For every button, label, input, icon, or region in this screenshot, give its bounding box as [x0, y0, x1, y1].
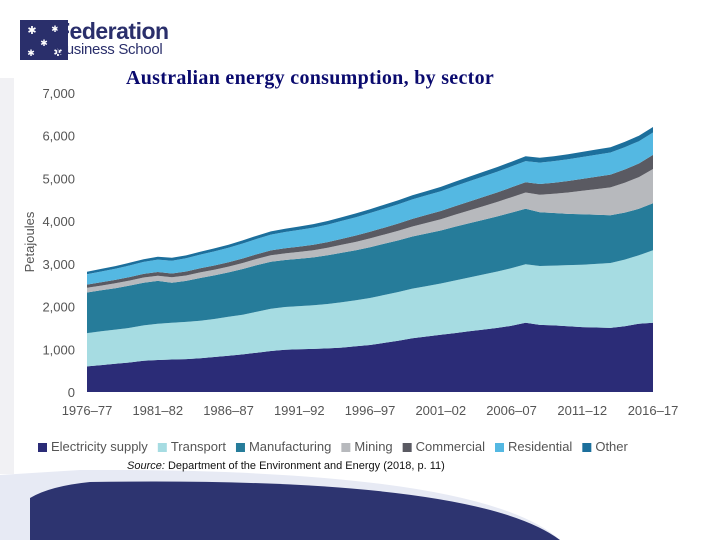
x-tick-label: 2001–02 — [415, 403, 466, 418]
x-tick-label: 2011–12 — [557, 403, 607, 418]
legend-label: Electricity supply — [51, 439, 148, 454]
x-tick-label: 1981–82 — [132, 403, 183, 418]
x-tick-label: 2016–17 — [628, 403, 679, 418]
y-axis-label: Petajoules — [22, 211, 37, 272]
legend-swatch — [582, 443, 592, 452]
y-tick-label: 6,000 — [42, 129, 75, 144]
slide-left-edge — [0, 78, 14, 474]
x-tick-label: 1986–87 — [203, 403, 254, 418]
x-tick-label: 1996–97 — [345, 403, 396, 418]
legend-label: Residential — [508, 439, 572, 454]
legend-label: Manufacturing — [249, 439, 331, 454]
area-electricity-supply — [87, 322, 653, 392]
legend-swatch — [495, 443, 504, 452]
legend-label: Mining — [354, 439, 392, 454]
svg-text:✱: ✱ — [27, 49, 35, 59]
legend-swatch — [38, 443, 47, 452]
legend-label: Commercial — [416, 439, 485, 454]
y-axis: 0 1,000 2,000 3,000 4,000 5,000 6,000 7,000 — [42, 86, 75, 400]
y-tick-label: 3,000 — [42, 257, 75, 272]
y-tick-label: 4,000 — [42, 214, 75, 229]
legend-swatch — [235, 443, 245, 452]
area-other — [87, 127, 653, 275]
svg-text:✱: ✱ — [53, 46, 62, 59]
y-tick-label: 1,000 — [42, 342, 75, 357]
y-tick-label: 5,000 — [42, 171, 75, 186]
southern-cross-flag-icon: ✱ ✱ ✱ ✱ ✱ — [20, 20, 68, 60]
logo-name: Federation — [56, 18, 169, 44]
svg-text:✱: ✱ — [40, 39, 48, 49]
source-note: Source: Department of the Environment an… — [127, 460, 445, 472]
chart-title: Australian energy consumption, by sector — [126, 67, 495, 89]
x-tick-label: 1991–92 — [274, 403, 325, 418]
decorative-swoosh-dark — [30, 481, 560, 540]
source-label: Source: — [127, 460, 165, 472]
legend-label: Transport — [171, 439, 227, 454]
y-tick-label: 0 — [68, 385, 75, 400]
svg-text:✱: ✱ — [51, 25, 59, 35]
area-residential — [87, 132, 653, 285]
logo-subtitle: Business School — [56, 41, 163, 58]
x-tick-label: 2006–07 — [486, 403, 537, 418]
area-manufacturing — [87, 203, 653, 334]
chart-legend: Electricity supply Transport Manufacturing… — [38, 439, 629, 454]
x-tick-label: 1976–77 — [62, 403, 113, 418]
area-series-group — [87, 127, 653, 392]
legend-swatch — [402, 443, 412, 452]
y-tick-label: 7,000 — [42, 86, 75, 101]
legend-swatch — [157, 443, 167, 452]
source-text: Department of the Environment and Energy… — [167, 460, 445, 472]
area-transport — [87, 250, 653, 367]
legend-label: Other — [595, 439, 628, 454]
y-tick-label: 2,000 — [42, 300, 75, 315]
area-mining — [87, 169, 653, 293]
legend-swatch — [341, 443, 351, 452]
svg-text:✱: ✱ — [27, 24, 36, 37]
federation-logo: ✱ ✱ ✱ ✱ ✱ Federation Business School — [20, 14, 200, 62]
area-commercial — [87, 154, 653, 288]
x-axis: 1976–77 1981–82 1986–87 1991–92 1996–97 2001–… — [62, 403, 679, 418]
